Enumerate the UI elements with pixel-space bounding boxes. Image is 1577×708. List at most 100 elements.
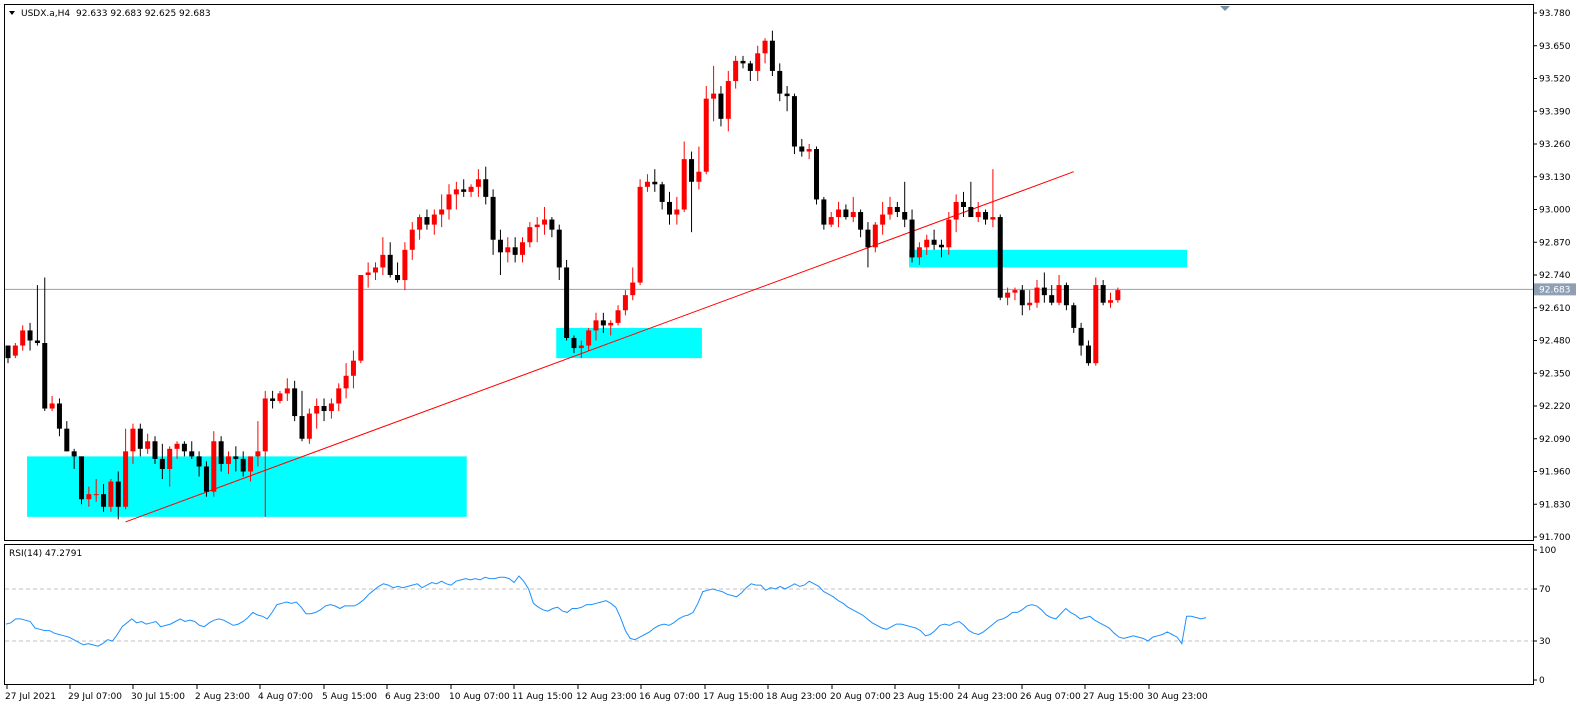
- time-tick-label: 11 Aug 15:00: [512, 692, 573, 702]
- candle: [93, 479, 99, 502]
- candle-body: [284, 388, 290, 394]
- candle: [1108, 292, 1113, 308]
- candle: [5, 345, 11, 364]
- candle: [167, 446, 173, 487]
- candle-body: [674, 209, 680, 215]
- candle-body: [990, 217, 996, 220]
- candle-body: [997, 217, 1003, 298]
- candle: [799, 138, 805, 157]
- candle: [512, 237, 518, 263]
- candle: [417, 214, 423, 240]
- candle: [233, 446, 239, 472]
- candle-body: [718, 93, 724, 119]
- candle: [902, 181, 908, 228]
- candle: [240, 451, 246, 477]
- candle: [108, 479, 114, 512]
- candle-body: [49, 403, 55, 409]
- candle-body: [387, 254, 393, 275]
- candle-body: [468, 186, 474, 192]
- candle-body: [740, 60, 746, 64]
- candle: [689, 151, 695, 233]
- candle-body: [417, 217, 423, 230]
- candle-body: [953, 201, 959, 220]
- candle: [145, 433, 151, 454]
- candle: [181, 441, 187, 457]
- candle-body: [762, 40, 768, 54]
- candle-body: [586, 330, 592, 346]
- candle-body: [20, 330, 26, 346]
- candle: [262, 390, 268, 517]
- candle-body: [79, 456, 84, 500]
- candle-body: [850, 212, 856, 218]
- candle-body: [711, 93, 717, 99]
- candle-body: [975, 212, 981, 218]
- candle: [600, 312, 606, 333]
- rsi-tick-label: 30: [1539, 637, 1551, 647]
- candle-body: [791, 96, 797, 147]
- candle: [637, 179, 643, 286]
- candle-body: [872, 224, 878, 248]
- candle: [1019, 285, 1025, 316]
- candle-body: [431, 214, 437, 225]
- time-tick-label: 2 Aug 23:00: [195, 692, 250, 702]
- candle-body: [689, 159, 695, 182]
- candle-body: [71, 451, 77, 457]
- candle-body: [909, 219, 915, 258]
- candle: [350, 350, 356, 389]
- candle-body: [145, 441, 151, 449]
- candle: [615, 305, 621, 326]
- candle: [277, 390, 283, 404]
- candle-body: [64, 428, 70, 452]
- candle-body: [196, 456, 202, 467]
- shift-marker-icon[interactable]: [1220, 6, 1230, 11]
- candle: [733, 55, 739, 89]
- candle: [711, 65, 717, 122]
- time-tick-label: 17 Aug 15:00: [703, 692, 764, 702]
- candle: [586, 327, 592, 351]
- candle: [608, 320, 614, 336]
- candle-body: [703, 98, 709, 172]
- candle-body: [894, 206, 900, 213]
- candle-body: [181, 443, 187, 452]
- candle: [49, 395, 55, 412]
- candle-body: [373, 267, 378, 273]
- candle: [997, 214, 1003, 301]
- candle-body: [667, 201, 672, 215]
- time-tick-label: 27 Jul 2021: [5, 692, 56, 702]
- candle: [975, 201, 981, 223]
- candle-body: [218, 441, 224, 464]
- candle: [880, 201, 886, 235]
- rsi-line: [5, 575, 1207, 647]
- candle-body: [931, 239, 937, 245]
- candle: [34, 285, 40, 346]
- candle-body: [358, 275, 364, 361]
- trendline-group: [125, 171, 1074, 523]
- candle-body: [608, 322, 614, 326]
- candle: [718, 86, 724, 127]
- candle: [424, 209, 430, 230]
- candle: [358, 275, 364, 364]
- candle: [1049, 285, 1055, 306]
- dropdown-triangle-icon[interactable]: [9, 11, 15, 15]
- candle: [1100, 280, 1106, 306]
- candle: [1093, 277, 1099, 366]
- candle-body: [946, 219, 952, 248]
- candle: [674, 196, 680, 225]
- rsi-label: RSI(14) 47.2791: [9, 549, 82, 559]
- candle-body: [858, 212, 864, 230]
- candle: [505, 237, 511, 263]
- candle: [858, 209, 864, 238]
- candle-body: [534, 224, 540, 228]
- candle-body: [777, 70, 783, 94]
- candle: [821, 196, 827, 230]
- candle-body: [343, 375, 349, 389]
- candle-body: [292, 388, 298, 417]
- candle-body: [137, 428, 143, 449]
- candle-body: [167, 448, 173, 469]
- price-axis: 93.780 93.650 93.520 93.390 93.260 93.130 93.0…: [1533, 9, 1576, 543]
- candle-body: [755, 53, 761, 71]
- candle: [174, 441, 180, 459]
- candle-body: [784, 93, 790, 97]
- candle: [255, 421, 261, 467]
- candle: [71, 448, 77, 469]
